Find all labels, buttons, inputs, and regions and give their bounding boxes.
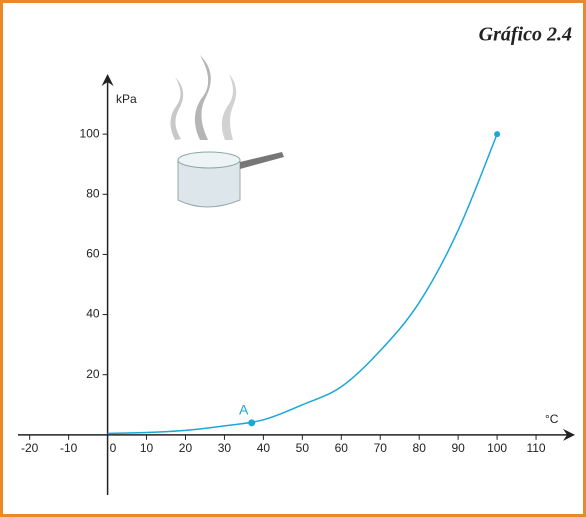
curve — [107, 133, 498, 435]
y-tick-label: 40 — [86, 307, 100, 321]
x-tick-label: 20 — [179, 441, 193, 455]
x-tick-label: 40 — [257, 441, 271, 455]
x-axis-label: °C — [545, 412, 559, 426]
x-tick-label: 0 — [110, 441, 117, 455]
y-tick-label: 20 — [86, 367, 100, 381]
pot-illustration — [170, 55, 284, 208]
x-tick-label: -10 — [60, 441, 78, 455]
y-tick-label: 80 — [86, 186, 100, 200]
y-axis-label: kPa — [116, 92, 137, 106]
x-tick-label: 60 — [335, 441, 349, 455]
x-tick-label: -20 — [21, 441, 39, 455]
x-tick-label: 110 — [526, 441, 545, 455]
x-tick-label: 80 — [413, 441, 427, 455]
y-axis-arrow — [101, 74, 114, 86]
point — [248, 419, 256, 427]
x-tick-label: 30 — [218, 441, 232, 455]
chart-title: Gráfico 2.4 — [479, 24, 572, 46]
end-point — [494, 131, 501, 138]
point-label: A — [239, 402, 249, 418]
y-tick-label: 60 — [86, 247, 100, 261]
x-axis-arrow — [563, 428, 575, 441]
x-tick-label: 90 — [451, 441, 465, 455]
y-tick-label: 100 — [80, 126, 100, 140]
x-tick-label: 10 — [140, 441, 154, 455]
x-tick-label: 70 — [374, 441, 388, 455]
x-tick-label: 100 — [487, 441, 507, 455]
x-tick-label: 50 — [296, 441, 310, 455]
